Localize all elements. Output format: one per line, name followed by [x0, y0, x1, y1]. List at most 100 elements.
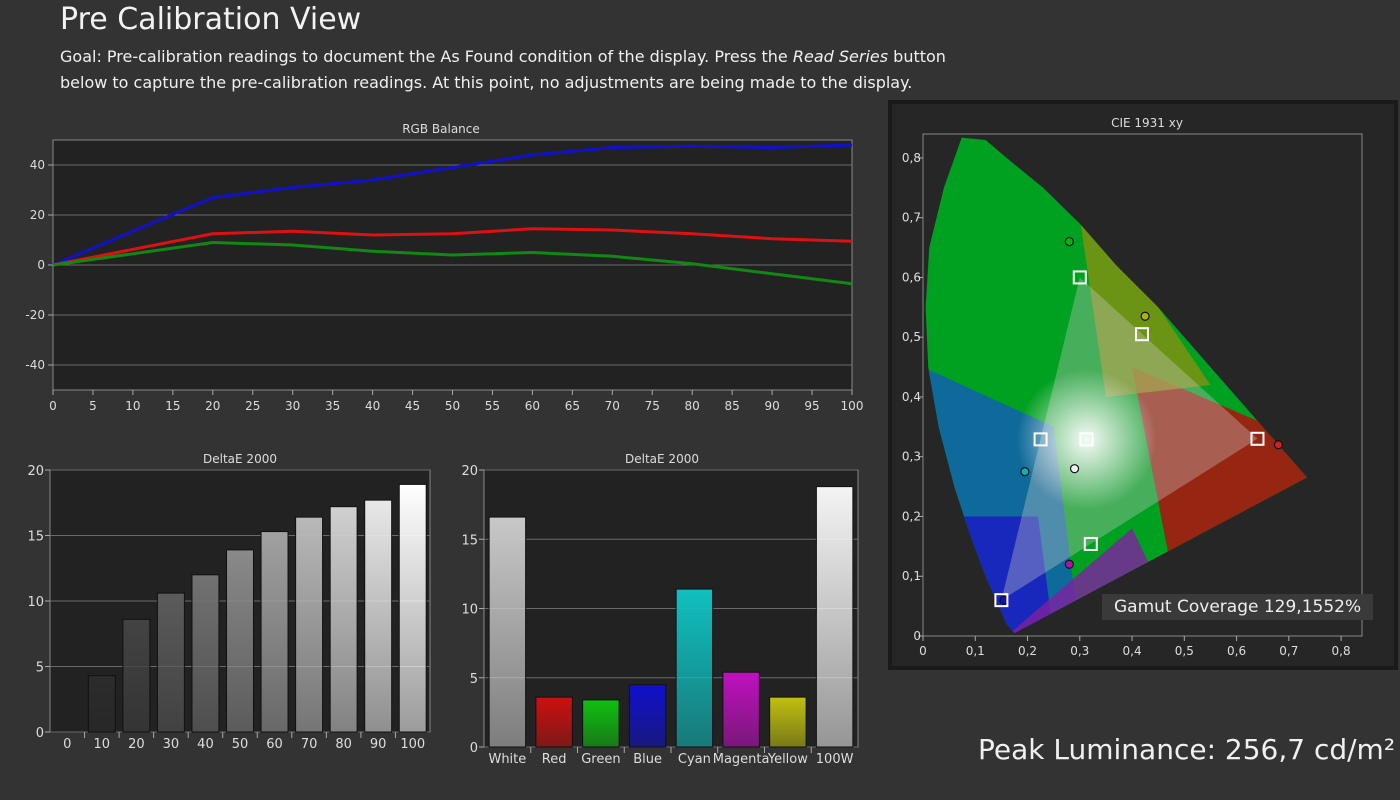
target-marker — [1072, 270, 1087, 285]
y-tick-label: -20 — [25, 308, 45, 322]
x-tick-label: 0,3 — [1070, 644, 1089, 658]
y-tick-label: 15 — [27, 530, 44, 545]
x-tick-label: 30 — [163, 737, 180, 752]
peak-luminance: Peak Luminance: 256,7 cd/m² — [978, 733, 1396, 766]
y-tick-label: 5 — [36, 661, 44, 676]
x-tick-label: 55 — [485, 399, 500, 413]
y-tick-label: 20 — [461, 464, 478, 479]
y-tick-label: 0 — [913, 629, 921, 643]
goal-text-part2: button below to capture the pre-calibrat… — [60, 47, 946, 92]
rgb-balance-title: RGB Balance — [402, 122, 480, 136]
x-tick-label: 70 — [301, 737, 318, 752]
x-tick-label: Red — [542, 752, 567, 767]
x-tick-label: Yellow — [767, 752, 808, 767]
green-series-line — [52, 241, 853, 286]
y-tick-label: 20 — [30, 208, 45, 222]
x-tick-label: 30 — [285, 399, 300, 413]
target-marker — [994, 593, 1009, 608]
x-tick-label: 0,7 — [1279, 644, 1298, 658]
bar-20 — [122, 618, 151, 733]
deltae-colors-chart: DeltaE 2000 0 5 10 15 20 White Red Green Blue Cya… — [461, 452, 859, 767]
measured-point — [1064, 236, 1074, 247]
goal-text: Goal: Pre-calibration readings to docume… — [60, 44, 960, 96]
x-tick-label: 5 — [89, 399, 97, 413]
bar-90 — [364, 499, 393, 733]
bar-80 — [329, 506, 358, 733]
y-tick-label: 0,5 — [902, 330, 921, 344]
measured-point — [1069, 464, 1080, 474]
measured-point — [1273, 440, 1283, 450]
bar-40 — [191, 574, 220, 733]
y-tick-label: 0 — [470, 741, 478, 756]
cie-1931-chart: CIE 1931 xy 0 0,1 0,2 0,3 0,4 0,5 0,6 0,7 0,8 0 0,… — [902, 116, 1363, 658]
x-tick-label: 0,1 — [966, 644, 985, 658]
bar-100w — [815, 486, 854, 748]
x-tick-label: 60 — [266, 737, 283, 752]
deltae-colors-title: DeltaE 2000 — [625, 452, 699, 466]
measured-point — [1140, 311, 1150, 321]
y-tick-label: 0 — [37, 258, 45, 272]
bar-10 — [87, 675, 116, 733]
x-tick-label: 65 — [565, 399, 580, 413]
bar-70 — [295, 516, 324, 733]
measured-point — [1064, 559, 1074, 569]
y-tick-label: 0,8 — [902, 151, 921, 165]
y-tick-label: 0,7 — [902, 211, 921, 225]
y-tick-label: 15 — [461, 533, 478, 548]
x-tick-label: 35 — [325, 399, 340, 413]
deltae-grayscale-chart: DeltaE 2000 0 5 10 15 20 0 10 20 30 40 50 60 70 80 90 1… — [27, 452, 431, 752]
x-tick-label: 70 — [605, 399, 620, 413]
x-tick-label: 95 — [804, 399, 819, 413]
y-tick-label: 40 — [30, 158, 45, 172]
x-tick-label: 90 — [370, 737, 387, 752]
y-tick-label: 0,1 — [902, 569, 921, 583]
y-tick-label: 10 — [461, 603, 478, 618]
x-tick-label: 0,6 — [1227, 644, 1246, 658]
target-marker — [1083, 536, 1098, 551]
y-tick-label: 0,6 — [902, 270, 921, 284]
read-series-emphasis: Read Series — [792, 47, 889, 66]
x-tick-label: 20 — [205, 399, 220, 413]
y-tick-label: 10 — [27, 595, 44, 610]
x-tick-label: 15 — [165, 399, 180, 413]
target-marker — [1134, 327, 1149, 342]
cie-title: CIE 1931 xy — [1111, 116, 1183, 130]
x-tick-label: 0,5 — [1175, 644, 1194, 658]
page-title: Pre Calibration View — [60, 2, 362, 37]
x-tick-label: 45 — [405, 399, 420, 413]
x-tick-label: 100 — [841, 399, 864, 413]
y-tick-label: 0,3 — [902, 450, 921, 464]
x-tick-label: 90 — [764, 399, 779, 413]
y-tick-label: 5 — [470, 672, 478, 687]
bar-cyan — [675, 588, 714, 748]
x-tick-label: Magenta — [713, 752, 770, 767]
deltae-grayscale-title: DeltaE 2000 — [203, 452, 277, 466]
x-tick-label: Cyan — [678, 752, 711, 767]
x-tick-label: 10 — [125, 399, 140, 413]
x-tick-label: 10 — [94, 737, 111, 752]
bar-white — [488, 516, 527, 748]
gamut-coverage-badge: Gamut Coverage 129,1552% — [1102, 594, 1374, 620]
x-tick-label: 25 — [245, 399, 260, 413]
x-tick-label: 75 — [645, 399, 660, 413]
x-tick-label: 0 — [49, 399, 57, 413]
bar-red — [535, 696, 573, 748]
x-tick-label: 100W — [816, 752, 854, 767]
x-tick-label: 20 — [128, 737, 145, 752]
x-tick-label: 0 — [919, 644, 927, 658]
x-tick-label: 100 — [400, 737, 425, 752]
blue-series-line — [52, 143, 853, 267]
y-tick-label: -40 — [25, 358, 45, 372]
x-tick-label: White — [488, 752, 526, 767]
bar-100 — [398, 483, 427, 733]
bar-60 — [260, 531, 289, 733]
y-tick-label: 0,4 — [902, 390, 921, 404]
y-tick-label: 20 — [27, 464, 44, 479]
red-series-line — [52, 227, 853, 267]
rgb-balance-chart: RGB Balance -40 -20 0 20 40 0 5 10 15 20 25 30 35 40 4… — [25, 122, 864, 413]
bar-green — [582, 699, 620, 748]
x-tick-label: 40 — [365, 399, 380, 413]
x-tick-label: 0,8 — [1332, 644, 1351, 658]
x-tick-label: 40 — [197, 737, 214, 752]
x-tick-label: 0 — [63, 737, 71, 752]
